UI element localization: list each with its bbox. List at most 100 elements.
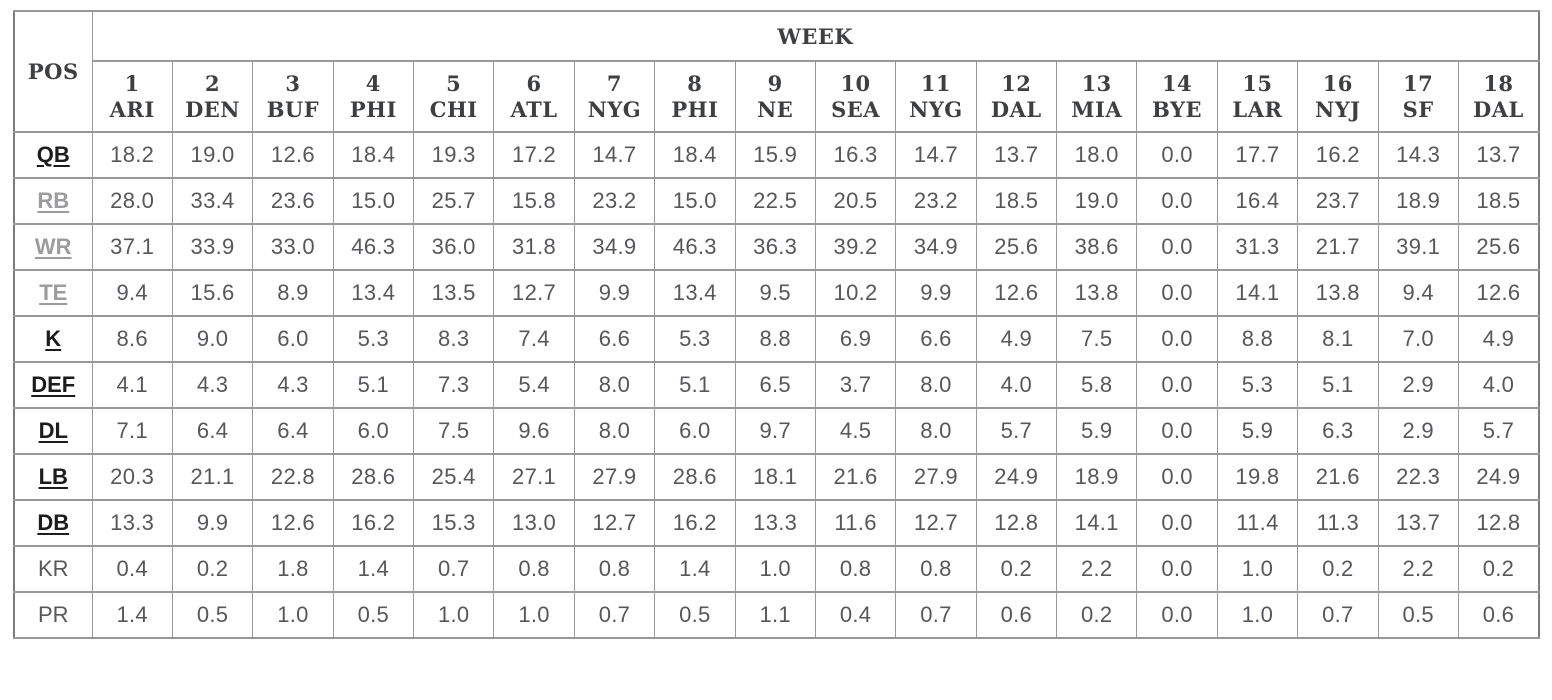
position-link-db[interactable]: DB [37, 510, 70, 535]
position-link-def[interactable]: DEF [31, 372, 76, 397]
position-link-wr[interactable]: WR [34, 234, 72, 259]
points-cell-pr-week-12: 0.6 [975, 591, 1058, 639]
week-col-header-4: 4 PHI [332, 60, 415, 133]
points-cell-k-week-13: 7.5 [1055, 315, 1138, 363]
points-cell-k-week-12: 4.9 [975, 315, 1058, 363]
week-col-header-13: 13 MIA [1055, 60, 1138, 133]
points-cell-wr-week-18: 25.6 [1457, 223, 1540, 271]
position-row-k: K 8.6 9.0 6.0 5.3 8.3 7.4 6.6 5.3 8.8 6.9 6.6 4.9 7.5… [13, 315, 1540, 363]
points-cell-kr-week-12: 0.2 [975, 545, 1058, 593]
points-cell-rb-week-15: 16.4 [1216, 177, 1299, 225]
position-label-kr: KR [37, 556, 69, 581]
points-cell-qb-week-3: 12.6 [252, 131, 334, 179]
points-cell-qb-week-17: 14.3 [1377, 131, 1459, 179]
position-link-dl[interactable]: DL [38, 418, 68, 443]
week-number: 11 [920, 70, 952, 96]
points-cell-qb-week-16: 16.2 [1297, 131, 1379, 179]
points-cell-k-week-7: 6.6 [573, 315, 656, 363]
position-link-te[interactable]: TE [39, 280, 68, 305]
points-cell-kr-week-16: 0.2 [1297, 545, 1379, 593]
points-cell-te-week-14: 0.0 [1136, 269, 1218, 317]
points-cell-db-week-2: 9.9 [171, 499, 254, 547]
week-opponent: NE [757, 96, 794, 122]
week-opponent: ATL [510, 96, 558, 122]
points-cell-rb-week-5: 25.7 [412, 177, 495, 225]
points-cell-def-week-15: 5.3 [1216, 361, 1299, 409]
points-cell-dl-week-2: 6.4 [171, 407, 254, 455]
week-opponent: CHI [429, 96, 478, 122]
position-link-rb[interactable]: RB [37, 188, 70, 213]
points-cell-dl-week-13: 5.9 [1055, 407, 1138, 455]
pos-column-header: POS [13, 10, 93, 133]
points-cell-lb-week-7: 27.9 [573, 453, 656, 501]
points-cell-kr-week-1: 0.4 [91, 545, 173, 593]
points-cell-k-week-2: 9.0 [171, 315, 254, 363]
points-cell-db-week-10: 11.6 [814, 499, 897, 547]
points-cell-lb-week-14: 0.0 [1136, 453, 1218, 501]
points-cell-db-week-8: 16.2 [654, 499, 736, 547]
week-col-header-2: 2 DEN [171, 60, 254, 133]
points-cell-wr-week-3: 33.0 [252, 223, 334, 271]
points-cell-te-week-7: 9.9 [573, 269, 656, 317]
points-cell-wr-week-17: 39.1 [1377, 223, 1459, 271]
points-cell-lb-week-18: 24.9 [1457, 453, 1540, 501]
week-col-header-15: 15 LAR [1216, 60, 1299, 133]
points-cell-lb-week-12: 24.9 [975, 453, 1058, 501]
points-cell-def-week-8: 5.1 [654, 361, 736, 409]
week-col-header-1: 1 ARI [91, 60, 173, 133]
points-cell-def-week-18: 4.0 [1457, 361, 1540, 409]
points-cell-wr-week-11: 34.9 [895, 223, 977, 271]
points-cell-def-week-17: 2.9 [1377, 361, 1459, 409]
points-cell-pr-week-6: 1.0 [493, 591, 575, 639]
points-cell-dl-week-16: 6.3 [1297, 407, 1379, 455]
week-number: 18 [1483, 70, 1514, 96]
week-col-header-3: 3 BUF [252, 60, 334, 133]
position-row-def: DEF 4.1 4.3 4.3 5.1 7.3 5.4 8.0 5.1 6.5 3.7 8.0 4.0 5… [13, 361, 1540, 409]
points-cell-k-week-16: 8.1 [1297, 315, 1379, 363]
points-cell-te-week-12: 12.6 [975, 269, 1058, 317]
points-cell-pr-week-16: 0.7 [1297, 591, 1379, 639]
points-cell-rb-week-3: 23.6 [252, 177, 334, 225]
week-number: 8 [687, 70, 703, 96]
week-col-header-16: 16 NYJ [1297, 60, 1379, 133]
pos-cell-te: TE [13, 269, 93, 317]
points-cell-kr-week-11: 0.8 [895, 545, 977, 593]
position-link-qb[interactable]: QB [36, 142, 70, 167]
points-cell-lb-week-13: 18.9 [1055, 453, 1138, 501]
week-col-header-10: 10 SEA [814, 60, 897, 133]
points-cell-def-week-11: 8.0 [895, 361, 977, 409]
points-cell-te-week-15: 14.1 [1216, 269, 1299, 317]
points-cell-dl-week-3: 6.4 [252, 407, 334, 455]
points-cell-kr-week-5: 0.7 [412, 545, 495, 593]
points-cell-k-week-17: 7.0 [1377, 315, 1459, 363]
points-cell-wr-week-14: 0.0 [1136, 223, 1218, 271]
points-cell-db-week-17: 13.7 [1377, 499, 1459, 547]
points-cell-lb-week-4: 28.6 [332, 453, 415, 501]
points-cell-db-week-5: 15.3 [412, 499, 495, 547]
points-cell-kr-week-18: 0.2 [1457, 545, 1540, 593]
points-cell-db-week-9: 13.3 [734, 499, 816, 547]
points-cell-qb-week-4: 18.4 [332, 131, 415, 179]
table-header-row-top: POS WEEK [13, 10, 1540, 133]
points-cell-lb-week-9: 18.1 [734, 453, 816, 501]
points-cell-wr-week-15: 31.3 [1216, 223, 1299, 271]
pos-cell-pr: PR [13, 591, 93, 639]
points-cell-kr-week-14: 0.0 [1136, 545, 1218, 593]
position-row-rb: RB 28.0 33.4 23.6 15.0 25.7 15.8 23.2 15.0 22.5 20… [13, 177, 1540, 225]
points-cell-def-week-12: 4.0 [975, 361, 1058, 409]
points-cell-db-week-18: 12.8 [1457, 499, 1540, 547]
week-number: 6 [526, 70, 542, 96]
points-cell-kr-week-10: 0.8 [814, 545, 897, 593]
position-row-db: DB 13.3 9.9 12.6 16.2 15.3 13.0 12.7 16.2 13.3 11.… [13, 499, 1540, 547]
position-link-lb[interactable]: LB [38, 464, 68, 489]
position-link-k[interactable]: K [45, 326, 62, 351]
points-cell-te-week-9: 9.5 [734, 269, 816, 317]
points-cell-k-week-6: 7.4 [493, 315, 575, 363]
week-col-header-17: 17 SF [1377, 60, 1459, 133]
pos-cell-lb: LB [13, 453, 93, 501]
points-cell-qb-week-9: 15.9 [734, 131, 816, 179]
pos-cell-k: K [13, 315, 93, 363]
points-cell-kr-week-6: 0.8 [493, 545, 575, 593]
position-row-te: TE 9.4 15.6 8.9 13.4 13.5 12.7 9.9 13.4 9.5 10.2 9.… [13, 269, 1540, 317]
